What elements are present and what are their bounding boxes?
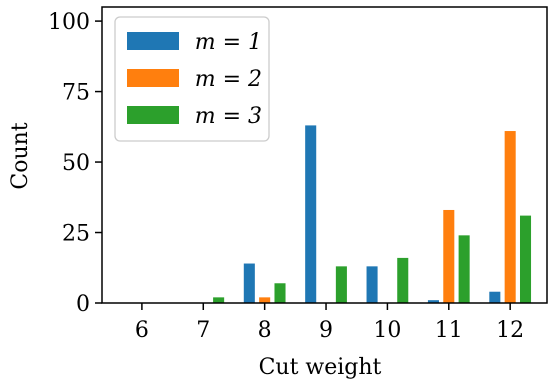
bar-m1-11 <box>427 300 439 303</box>
y-tick-label-0: 0 <box>76 292 90 317</box>
x-tick-label-9: 9 <box>319 318 333 343</box>
x-tick-label-7: 7 <box>196 318 210 343</box>
legend-swatch-m3 <box>127 106 179 124</box>
bar-m1-8 <box>243 263 255 303</box>
legend: m = 1 m = 2 m = 3 <box>114 16 270 142</box>
bar-m3-9 <box>335 266 347 303</box>
x-tick-label-10: 10 <box>373 318 401 343</box>
y-axis-label: Count <box>8 122 33 189</box>
bar-m3-7 <box>213 297 225 303</box>
x-tick-label-6: 6 <box>135 318 149 343</box>
bar-m1-10 <box>366 266 378 303</box>
bar-m3-12 <box>519 215 532 303</box>
axes-group: 0 25 50 75 100 6 7 8 9 10 11 12 <box>48 6 548 343</box>
y-tick-label-75: 75 <box>62 81 90 106</box>
bar-m3-11 <box>458 235 470 303</box>
y-tick-label-50: 50 <box>62 151 90 176</box>
plot-frame <box>101 6 548 304</box>
y-tick-label-100: 100 <box>48 10 90 35</box>
legend-label-m1: m = 1 <box>195 30 262 55</box>
bar-m2-8 <box>259 297 271 303</box>
bar-m3-8 <box>274 283 286 303</box>
bar-m2-11 <box>443 209 455 303</box>
x-tick-label-12: 12 <box>496 318 524 343</box>
legend-swatch-m2 <box>127 69 179 87</box>
bar-m1-12 <box>489 291 501 303</box>
x-tick-label-8: 8 <box>258 318 272 343</box>
bars-group <box>213 125 532 304</box>
y-tick-label-25: 25 <box>62 222 90 247</box>
x-tick-label-11: 11 <box>435 318 463 343</box>
x-axis-label: Cut weight <box>259 355 382 380</box>
bar-m2-12 <box>504 131 516 303</box>
legend-label-m3: m = 3 <box>195 104 262 129</box>
legend-label-m2: m = 2 <box>195 67 262 92</box>
bar-m1-9 <box>305 125 317 304</box>
legend-swatch-m1 <box>127 32 179 50</box>
bar-m3-10 <box>397 257 409 303</box>
